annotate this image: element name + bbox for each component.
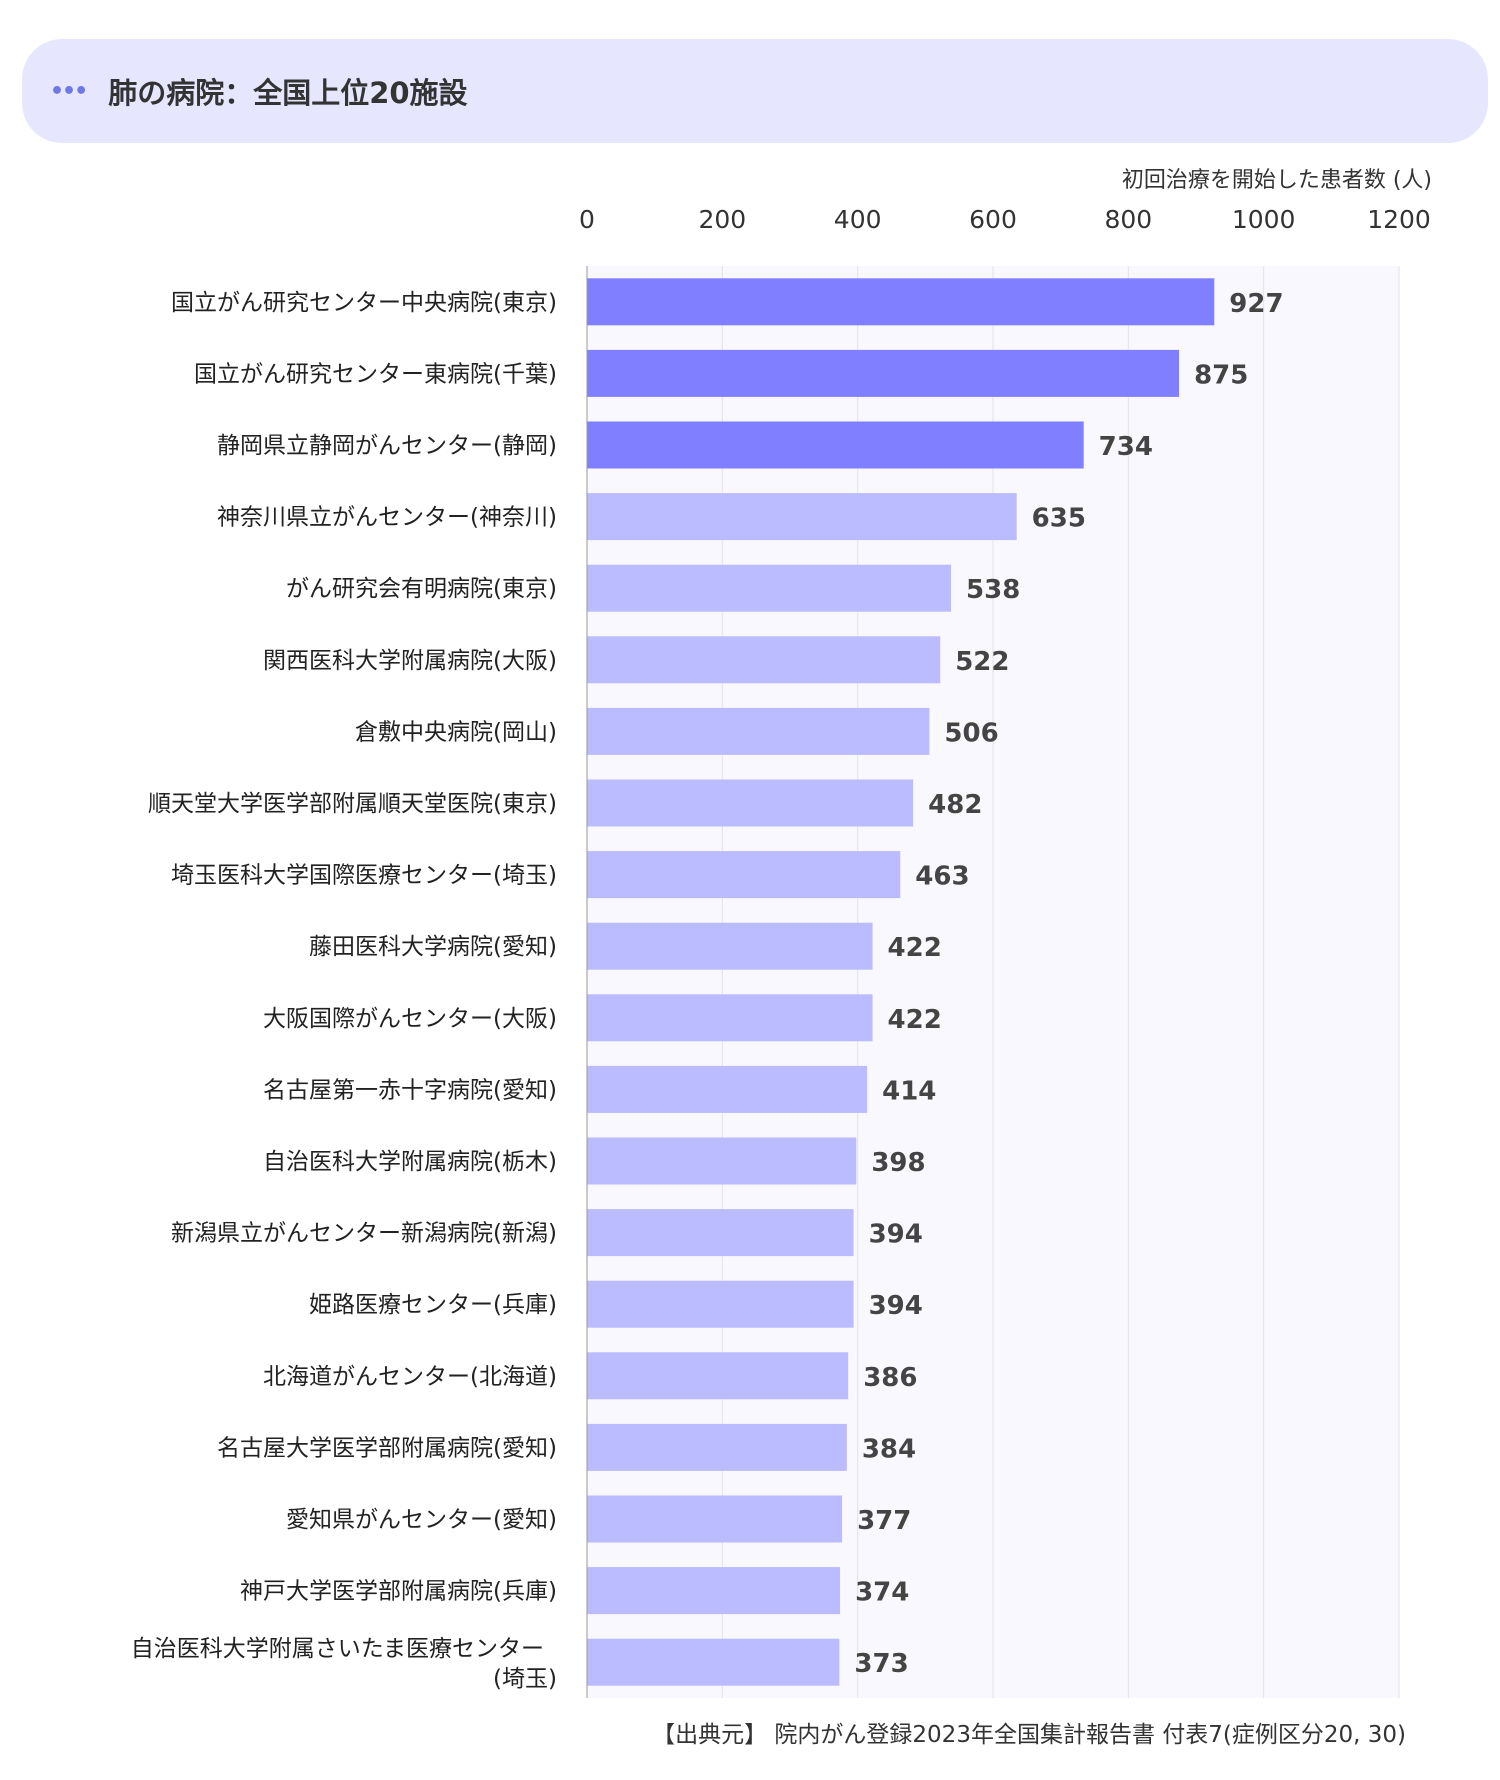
bar bbox=[587, 707, 930, 755]
more-dots-icon[interactable]: ••• bbox=[50, 78, 88, 104]
bar bbox=[587, 851, 901, 899]
y-tick-label: 名古屋第一赤十字病院(愛知) bbox=[263, 1077, 557, 1103]
data-label: 386 bbox=[863, 1363, 917, 1393]
data-label: 373 bbox=[854, 1649, 908, 1679]
y-tick-label: 国立がん研究センター東病院(千葉) bbox=[194, 361, 557, 387]
y-tick-label: がん研究会有明病院(東京) bbox=[286, 576, 557, 602]
y-tick-label: 埼玉医科大学国際医療センター(埼玉) bbox=[171, 863, 557, 889]
data-label: 522 bbox=[955, 647, 1009, 677]
data-label: 377 bbox=[857, 1506, 911, 1536]
data-label: 414 bbox=[882, 1076, 936, 1106]
x-tick-label: 400 bbox=[834, 205, 882, 234]
data-label: 374 bbox=[855, 1578, 909, 1608]
bar bbox=[587, 636, 941, 684]
y-tick-label: 神戸大学医学部附属病院(兵庫) bbox=[240, 1579, 557, 1605]
data-label: 422 bbox=[888, 933, 942, 963]
x-tick-label: 600 bbox=[969, 205, 1017, 234]
bar bbox=[587, 1495, 843, 1543]
bar bbox=[587, 994, 873, 1042]
y-tick-label: 愛知県がんセンター(愛知) bbox=[286, 1507, 557, 1533]
data-label: 394 bbox=[869, 1220, 923, 1250]
bar bbox=[587, 1638, 840, 1686]
bar bbox=[587, 349, 1180, 397]
y-tick-label: 国立がん研究センター中央病院(東京) bbox=[171, 290, 557, 316]
y-tick-label: 神奈川県立がんセンター(神奈川) bbox=[217, 505, 557, 531]
data-label: 398 bbox=[871, 1148, 925, 1178]
bar bbox=[587, 1137, 857, 1185]
data-label: 875 bbox=[1194, 360, 1248, 390]
data-label: 927 bbox=[1229, 289, 1283, 319]
x-tick-label: 800 bbox=[1104, 205, 1152, 234]
data-label: 384 bbox=[862, 1434, 916, 1464]
bar bbox=[587, 779, 914, 827]
x-tick-label: 1000 bbox=[1232, 205, 1296, 234]
bar bbox=[587, 1209, 854, 1257]
y-tick-label: 倉敷中央病院(岡山) bbox=[355, 719, 557, 745]
bar bbox=[587, 1280, 854, 1328]
x-tick-label: 0 bbox=[579, 205, 595, 234]
y-tick-label: 関西医科大学附属病院(大阪) bbox=[263, 648, 557, 674]
bar bbox=[587, 1423, 847, 1471]
x-tick-label: 1200 bbox=[1367, 205, 1431, 234]
source-note: 【出典元】 院内がん登録2023年全国集計報告書 付表7(症例区分20, 30) bbox=[652, 1722, 1406, 1748]
x-axis-title: 初回治療を開始した患者数 (人) bbox=[1121, 168, 1432, 193]
y-tick-label: 自治医科大学附属病院(栃木) bbox=[263, 1149, 557, 1175]
data-label: 734 bbox=[1099, 432, 1153, 462]
y-tick-label: 大阪国際がんセンター(大阪) bbox=[263, 1006, 557, 1032]
data-label: 422 bbox=[888, 1005, 942, 1035]
chart-header: ••• 肺の病院：全国上位20施設 bbox=[22, 39, 1488, 143]
data-label: 538 bbox=[966, 575, 1020, 605]
data-label: 506 bbox=[944, 718, 998, 748]
bar bbox=[587, 1065, 868, 1113]
y-tick-label: 名古屋大学医学部附属病院(愛知) bbox=[217, 1435, 557, 1461]
y-tick-label: 静岡県立静岡がんセンター(静岡) bbox=[217, 433, 557, 459]
bar bbox=[587, 278, 1215, 326]
bar bbox=[587, 564, 952, 612]
y-tick-label: 姫路医療センター(兵庫) bbox=[309, 1292, 557, 1318]
data-label: 394 bbox=[869, 1291, 923, 1321]
bar bbox=[587, 493, 1017, 541]
bar bbox=[587, 421, 1084, 469]
x-tick-label: 200 bbox=[698, 205, 746, 234]
data-label: 482 bbox=[928, 790, 982, 820]
data-label: 463 bbox=[915, 862, 969, 892]
y-tick-label: 藤田医科大学病院(愛知) bbox=[309, 934, 557, 960]
y-tick-label: 順天堂大学医学部附属順天堂医院(東京) bbox=[148, 791, 557, 817]
bar bbox=[587, 922, 873, 970]
bar bbox=[587, 1567, 841, 1615]
y-tick-label-cont: (埼玉) bbox=[493, 1666, 557, 1692]
bar bbox=[587, 1352, 849, 1400]
data-label: 635 bbox=[1032, 504, 1086, 534]
y-tick-label: 北海道がんセンター(北海道) bbox=[263, 1364, 557, 1390]
y-tick-label: 新潟県立がんセンター新潟病院(新潟) bbox=[171, 1221, 557, 1247]
y-tick-label: 自治医科大学附属さいたま医療センター bbox=[131, 1636, 544, 1662]
chart-title: 肺の病院：全国上位20施設 bbox=[108, 76, 468, 110]
